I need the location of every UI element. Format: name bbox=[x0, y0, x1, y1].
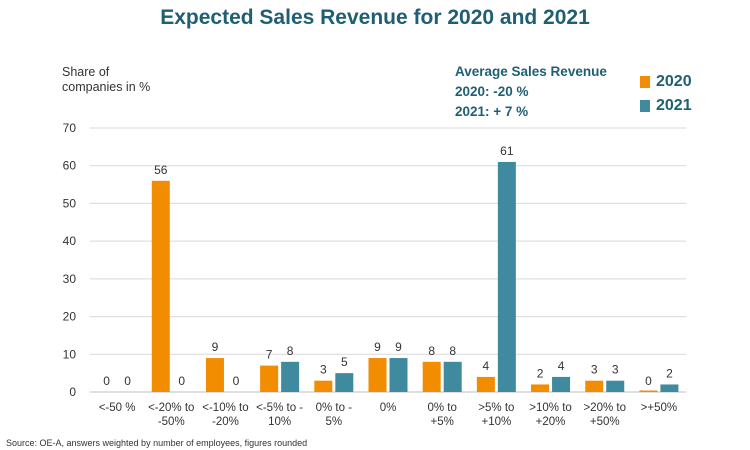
average-revenue-2020: 2020: -20 % bbox=[455, 84, 529, 99]
x-tick-label: >20% to bbox=[583, 402, 626, 414]
data-label: 3 bbox=[320, 363, 327, 377]
x-tick-label: 5% bbox=[326, 416, 343, 428]
data-label: 4 bbox=[483, 359, 490, 373]
average-revenue-2021: 2021: + 7 % bbox=[455, 104, 529, 119]
data-label: 8 bbox=[287, 344, 294, 358]
y-tick-label: 0 bbox=[69, 385, 76, 399]
data-label: 9 bbox=[374, 340, 381, 354]
bar-2021 bbox=[606, 380, 625, 392]
x-tick-label: +50% bbox=[590, 416, 620, 428]
x-tick-label: <-50 % bbox=[99, 402, 136, 414]
legend-item-2021: 2021 bbox=[640, 94, 692, 118]
legend-label-2020: 2020 bbox=[656, 73, 692, 90]
data-label: 0 bbox=[645, 374, 652, 388]
y-tick-label: 50 bbox=[63, 196, 77, 210]
data-label: 0 bbox=[124, 374, 131, 388]
x-tick-label: 0% to - bbox=[316, 402, 353, 414]
average-revenue-heading: Average Sales Revenue bbox=[455, 64, 607, 79]
y-tick-label: 30 bbox=[63, 272, 77, 286]
legend: 2020 2021 bbox=[640, 70, 692, 118]
data-label: 0 bbox=[233, 374, 240, 388]
bar-2021 bbox=[281, 361, 300, 392]
bar-2020 bbox=[368, 358, 387, 392]
legend-item-2020: 2020 bbox=[640, 70, 692, 94]
legend-swatch-2021 bbox=[640, 100, 650, 112]
data-label: 0 bbox=[178, 374, 185, 388]
x-tick-label: +5% bbox=[431, 416, 454, 428]
y-tick-label: 40 bbox=[63, 234, 77, 248]
data-label: 3 bbox=[591, 363, 598, 377]
data-label: 61 bbox=[500, 144, 514, 158]
bar-2020 bbox=[585, 380, 604, 392]
bar-2020 bbox=[476, 376, 495, 392]
x-tick-label: +10% bbox=[481, 416, 511, 428]
y-tick-label: 70 bbox=[63, 121, 77, 135]
bar-2020 bbox=[260, 365, 279, 392]
x-tick-label: 0% bbox=[380, 402, 397, 414]
data-label: 4 bbox=[558, 359, 565, 373]
x-tick-label: -20% bbox=[212, 416, 239, 428]
bar-2021 bbox=[389, 358, 408, 392]
data-label: 0 bbox=[103, 374, 110, 388]
data-label: 8 bbox=[449, 344, 456, 358]
bar-2021 bbox=[335, 373, 354, 392]
x-tick-label: 0% to bbox=[427, 402, 456, 414]
bar-2021 bbox=[443, 361, 462, 392]
bar-2021 bbox=[552, 376, 571, 392]
bar-2020-baseline bbox=[639, 390, 658, 392]
average-revenue-annotation: Average Sales Revenue 2020: -20 % 2021: … bbox=[455, 62, 607, 122]
x-tick-label: <-10% to bbox=[202, 402, 248, 414]
data-label: 2 bbox=[537, 366, 544, 380]
data-label: 56 bbox=[154, 163, 168, 177]
x-tick-label: 10% bbox=[268, 416, 291, 428]
y-tick-label: 60 bbox=[63, 159, 77, 173]
data-label: 5 bbox=[341, 355, 348, 369]
bar-2020 bbox=[151, 180, 170, 392]
y-tick-label: 20 bbox=[63, 310, 77, 324]
legend-label-2021: 2021 bbox=[656, 97, 692, 114]
x-tick-label: >+50% bbox=[641, 402, 677, 414]
data-label: 9 bbox=[395, 340, 402, 354]
data-label: 3 bbox=[612, 363, 619, 377]
legend-swatch-2020 bbox=[640, 76, 650, 88]
chart-title: Expected Sales Revenue for 2020 and 2021 bbox=[160, 6, 590, 29]
bar-2020 bbox=[531, 384, 550, 392]
bar-2021 bbox=[497, 161, 516, 392]
data-label: 9 bbox=[212, 340, 219, 354]
bar-2020 bbox=[422, 361, 441, 392]
bar-2020 bbox=[205, 358, 224, 392]
x-tick-label: +20% bbox=[536, 416, 566, 428]
bar-2020 bbox=[314, 380, 333, 392]
source-note: Source: OE-A, answers weighted by number… bbox=[6, 438, 308, 448]
bar-2021 bbox=[660, 384, 679, 392]
data-label: 7 bbox=[266, 348, 273, 362]
x-tick-label: <-20% to bbox=[148, 402, 194, 414]
x-tick-label: >10% to bbox=[529, 402, 572, 414]
y-tick-label: 10 bbox=[63, 347, 77, 361]
y-axis-label: Share of companies in % bbox=[62, 65, 151, 94]
x-tick-label: <-5% to - bbox=[256, 402, 303, 414]
data-label: 8 bbox=[428, 344, 435, 358]
x-tick-label: >5% to bbox=[478, 402, 514, 414]
data-label: 2 bbox=[666, 366, 673, 380]
x-tick-label: -50% bbox=[158, 416, 185, 428]
